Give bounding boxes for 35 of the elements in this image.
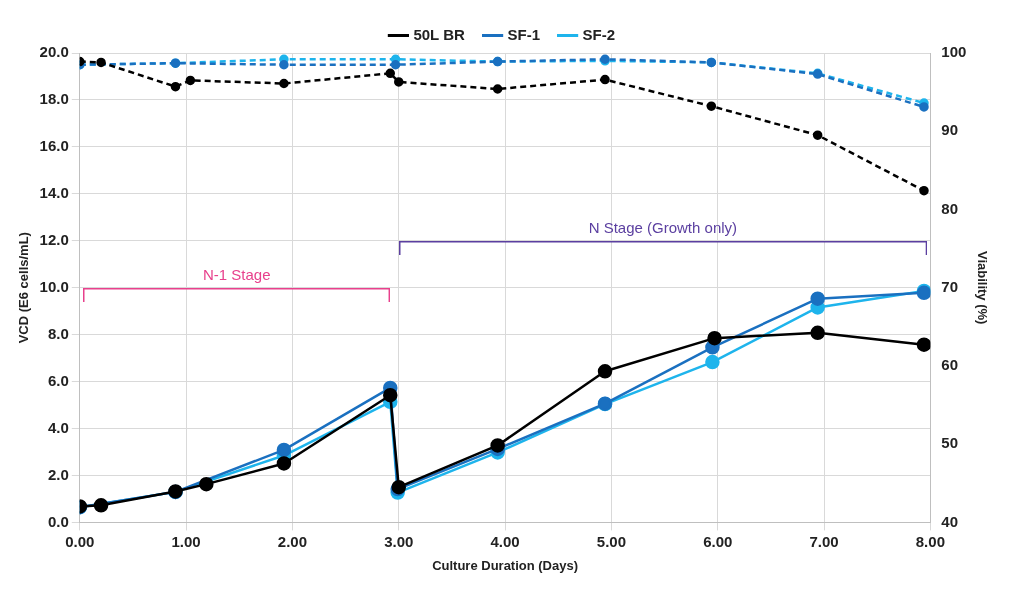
y-tick-label: 10.0 <box>39 277 69 295</box>
y-tick-label: 2.0 <box>47 465 69 483</box>
x-tick-label: 1.00 <box>171 532 201 550</box>
x-axis-title: Culture Duration (Days) <box>432 557 579 573</box>
y-tick-label: 4.0 <box>47 418 69 436</box>
x-tick-label: 2.00 <box>277 532 308 550</box>
y2-tick-label: 80 <box>941 199 959 217</box>
y-tick-label: 18.0 <box>39 90 69 108</box>
y-tick-label: 16.0 <box>39 137 69 155</box>
y-tick-label: 20.0 <box>39 43 69 61</box>
x-tick-label: 5.00 <box>596 532 627 550</box>
x-tick-label: 8.00 <box>915 532 945 550</box>
y2-tick-label: 70 <box>941 277 959 295</box>
y2-tick-label: 50 <box>941 434 959 452</box>
x-tick-label: 4.00 <box>490 532 520 550</box>
legend-label: SF-2 <box>582 25 616 43</box>
y-tick-label: 12.0 <box>39 230 69 248</box>
y-tick-label: 14.0 <box>39 183 69 201</box>
legend-label: SF-1 <box>507 25 541 43</box>
y2-axis-title: Viability (%) <box>974 250 990 325</box>
y-tick-label: 8.0 <box>47 324 69 342</box>
annotation: N-1 Stage <box>201 265 272 283</box>
y2-tick-label: 40 <box>941 512 959 530</box>
y2-tick-label: 60 <box>941 356 959 374</box>
annotation: N Stage (Growth only) <box>587 218 739 236</box>
y2-tick-label: 100 <box>941 43 967 61</box>
y-axis-title: VCD (E6 cells/mL) <box>16 232 32 344</box>
x-tick-label: 6.00 <box>703 532 733 550</box>
y-tick-label: 0.0 <box>47 512 69 530</box>
legend-label: 50L BR <box>413 25 465 43</box>
x-tick-label: 7.00 <box>809 532 839 550</box>
x-tick-label: 3.00 <box>384 532 414 550</box>
x-tick-label: 0.00 <box>65 532 95 550</box>
y-tick-label: 6.0 <box>47 371 69 389</box>
y2-tick-label: 90 <box>941 121 959 139</box>
